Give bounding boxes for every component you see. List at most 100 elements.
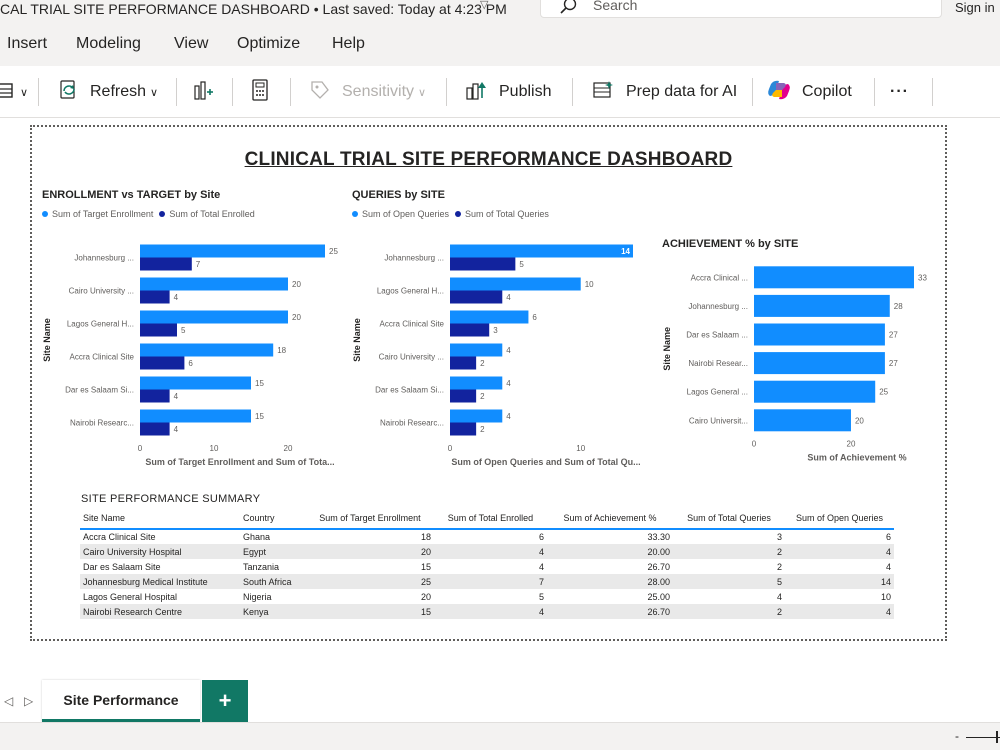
bar[interactable] [140, 409, 251, 423]
tab-site-performance[interactable]: Site Performance [42, 680, 200, 722]
column-header[interactable]: Country [240, 507, 306, 530]
menu-insert[interactable]: Insert [7, 35, 48, 52]
data-label: 6 [532, 313, 537, 322]
bar[interactable] [140, 290, 170, 304]
new-visual-button[interactable] [192, 66, 214, 118]
add-page-button[interactable]: + [202, 680, 248, 722]
ribbon-separator [572, 78, 573, 106]
bar[interactable] [140, 356, 185, 370]
menu-modeling[interactable]: Modeling [76, 35, 141, 52]
bar[interactable] [450, 277, 581, 291]
copilot-button[interactable]: Copilot [766, 66, 852, 118]
report-page[interactable]: CLINICAL TRIAL SITE PERFORMANCE DASHBOAR… [30, 125, 947, 641]
bar[interactable] [450, 389, 477, 403]
bar[interactable] [140, 376, 251, 390]
bar[interactable] [140, 389, 170, 403]
calculator-button[interactable] [250, 66, 270, 118]
bar[interactable] [140, 277, 288, 291]
enrollment-chart[interactable]: Site Name Johannesburg ... 25 7 Cairo Univer… [32, 227, 352, 487]
menu-bar: Insert Modeling View Optimize Help [0, 22, 1000, 66]
bar[interactable] [450, 310, 529, 324]
prep-data-ai-button[interactable]: Prep data for AI [592, 66, 737, 118]
bar[interactable] [140, 343, 274, 357]
queries-chart-title: QUERIES by SITE [352, 189, 445, 201]
refresh-button[interactable]: Refresh ∨ [58, 66, 158, 118]
table-row[interactable]: Dar es Salaam Site Tanzania 15 4 26.70 2 4 [80, 559, 894, 574]
data-label: 4 [506, 379, 511, 388]
sign-in-link[interactable]: Sign in [955, 0, 995, 15]
data-label: 7 [196, 260, 201, 269]
queries-chart[interactable]: Site Name Johannesburg ... 14 5 Lagos Genera… [342, 227, 662, 487]
achievement-chart[interactable]: Site Name Accra Clinical ... 33 Johannesbur… [652, 257, 942, 487]
zoom-out-button[interactable]: - [955, 729, 959, 743]
table-row[interactable]: Nairobi Research Centre Kenya 15 4 26.70 2 4 [80, 604, 894, 619]
summary-table[interactable]: Site Name Country Sum of Target Enrollme… [80, 507, 894, 619]
table-row[interactable]: Johannesburg Medical Institute South Afri… [80, 574, 894, 589]
column-header[interactable]: Sum of Achievement % [547, 507, 673, 530]
ribbon-separator [176, 78, 177, 106]
table-cell: Ghana [243, 532, 271, 542]
next-page-icon[interactable]: ▷ [24, 694, 34, 708]
publish-button[interactable]: Publish [465, 66, 551, 118]
bar[interactable] [140, 323, 177, 337]
previous-page-icon[interactable]: ◁ [4, 694, 14, 708]
ribbon-separator [38, 78, 39, 106]
enrollment-legend[interactable]: Sum of Target Enrollment Sum of Total En… [42, 209, 255, 219]
bar[interactable] [140, 244, 325, 258]
bar[interactable] [754, 380, 876, 403]
bar[interactable] [754, 266, 914, 289]
category-label: Cairo Universit... [689, 416, 748, 425]
bar[interactable] [140, 422, 170, 436]
new-visual-icon [192, 78, 214, 107]
table-cell: 15 [420, 561, 431, 572]
bar[interactable] [754, 409, 851, 432]
bar[interactable] [754, 352, 885, 375]
bar[interactable] [450, 343, 503, 357]
column-header[interactable]: Sum of Total Enrolled [434, 507, 547, 530]
bar[interactable] [450, 323, 490, 337]
bar[interactable] [450, 422, 477, 436]
legend-label: Sum of Total Enrolled [169, 209, 255, 219]
bar[interactable] [450, 376, 503, 390]
table-view-button[interactable]: ∨ [0, 66, 28, 118]
table-row[interactable]: Lagos General Hospital Nigeria 20 5 25.00 4 10 [80, 589, 894, 604]
table-row[interactable]: Cairo University Hospital Egypt 20 4 20.00 2 4 [80, 544, 894, 559]
chevron-down-icon[interactable]: ▽ [480, 0, 489, 11]
legend-dot-light [352, 211, 358, 217]
column-header[interactable]: Sum of Total Queries [673, 507, 785, 530]
data-label: 4 [506, 412, 511, 421]
bar[interactable] [450, 356, 477, 370]
bar[interactable] [450, 244, 633, 258]
queries-legend[interactable]: Sum of Open Queries Sum of Total Queries [352, 209, 549, 219]
bar[interactable] [140, 257, 192, 271]
data-label: 3 [493, 326, 498, 335]
data-label: 27 [889, 359, 898, 368]
bar[interactable] [450, 409, 503, 423]
sensitivity-icon [308, 78, 332, 107]
bar[interactable] [754, 323, 885, 346]
bar[interactable] [450, 290, 503, 304]
category-label: Cairo University ... [69, 287, 134, 296]
zoom-slider[interactable] [966, 737, 1000, 738]
category-label: Cairo University ... [379, 353, 444, 362]
menu-view[interactable]: View [174, 35, 209, 52]
search-icon [559, 0, 579, 20]
bar[interactable] [754, 294, 890, 317]
bar[interactable] [450, 257, 516, 271]
search-input[interactable]: Search [540, 0, 942, 18]
column-header[interactable]: Sum of Target Enrollment [306, 507, 434, 530]
table-icon [0, 81, 16, 104]
column-header[interactable]: Sum of Open Queries [785, 507, 894, 530]
more-options-button[interactable]: ··· [890, 83, 909, 100]
chevron-down-icon: ∨ [20, 86, 29, 99]
menu-help[interactable]: Help [332, 35, 365, 52]
data-label: 4 [174, 425, 179, 434]
sensitivity-button[interactable]: Sensitivity ∨ [308, 66, 426, 118]
table-row[interactable]: Accra Clinical Site Ghana 18 6 33.30 3 6 [80, 529, 894, 544]
menu-optimize[interactable]: Optimize [237, 35, 301, 52]
data-label: 2 [480, 392, 485, 401]
column-header[interactable]: Site Name [80, 507, 240, 530]
zoom-slider-handle[interactable] [996, 731, 998, 743]
category-label: Lagos General H... [67, 320, 134, 329]
bar[interactable] [140, 310, 288, 324]
